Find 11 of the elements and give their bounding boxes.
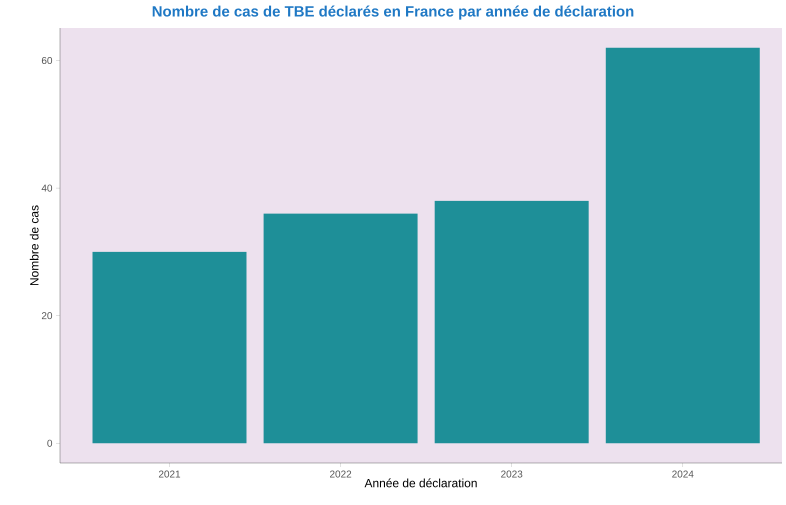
y-tick-label: 60: [42, 57, 52, 64]
x-tick-label: 2022: [330, 470, 352, 478]
y-tick-label: 20: [42, 312, 52, 320]
y-tick-label: 0: [47, 440, 52, 447]
x-tick-label: 2021: [158, 470, 180, 478]
x-axis-title: Année de déclaration: [364, 478, 477, 488]
y-tick-label: 40: [42, 184, 52, 192]
x-tick-label: 2023: [501, 470, 522, 478]
y-axis-title: Nombre de cas: [30, 205, 39, 286]
x-tick-label: 2024: [672, 470, 694, 478]
chart-title: Nombre de cas de TBE déclarés en France par année de déclaration: [152, 6, 634, 20]
